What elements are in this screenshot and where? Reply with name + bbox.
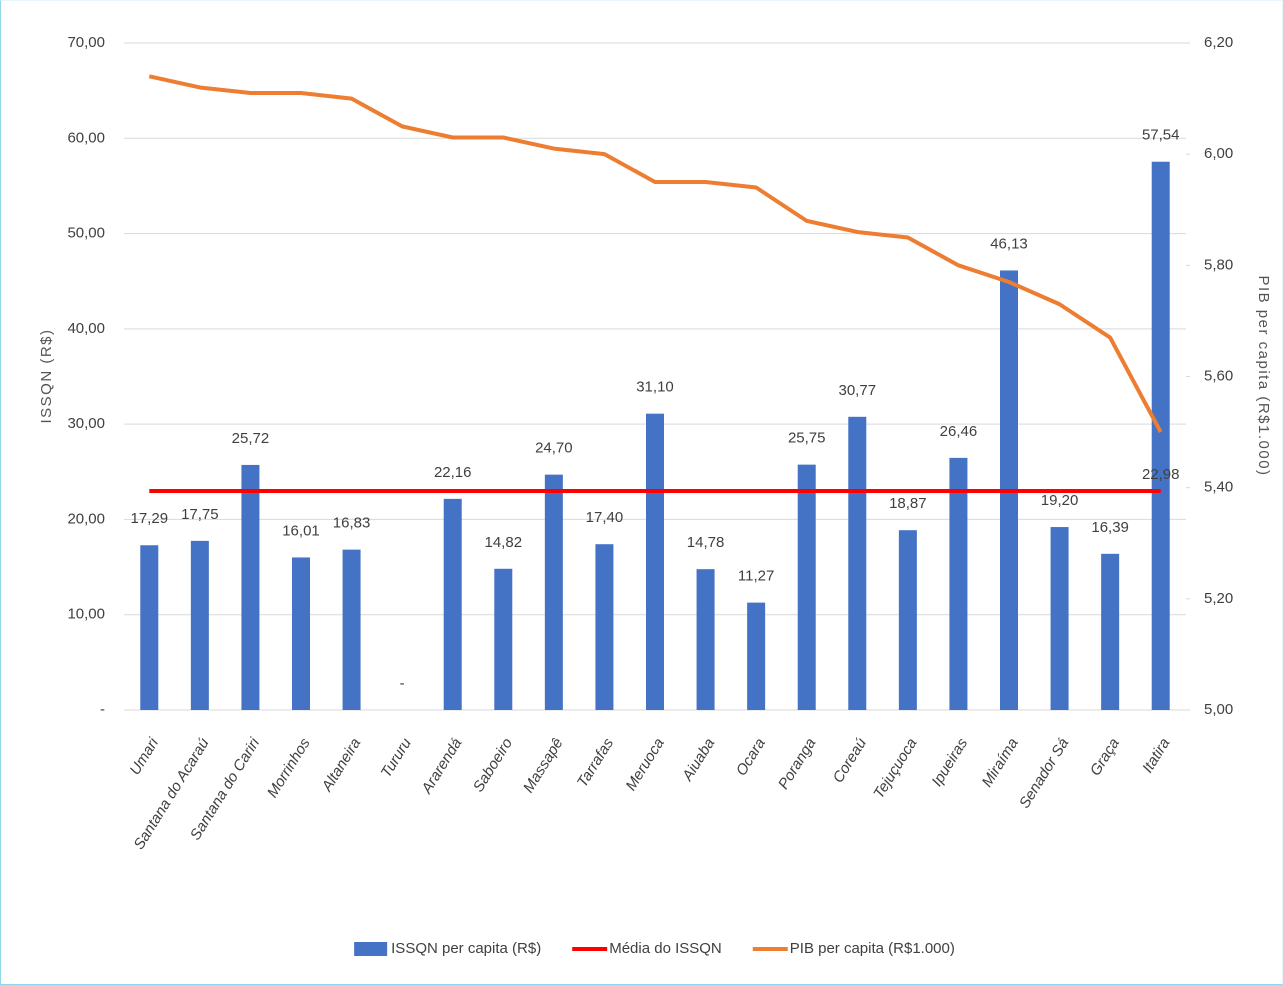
bar [949, 457, 968, 710]
y2-tick-label: 5,20 [1204, 590, 1233, 607]
x-tick-label: Aiuaba [679, 735, 719, 784]
y2-tick-label: 5,60 [1204, 367, 1233, 384]
y2-tick-label: 5,40 [1204, 479, 1233, 496]
bar [696, 569, 715, 710]
line [148, 74, 1163, 434]
y2-axis-title: PIB per capita (R$1.000) [1255, 275, 1272, 476]
data-label: 25,75 [788, 430, 826, 447]
bar [342, 549, 361, 710]
data-label: 16,39 [1091, 519, 1129, 536]
legend-swatch [354, 942, 388, 956]
x-tick-label: Poranga [775, 735, 819, 792]
y-tick-label: 30,00 [67, 415, 105, 432]
y-tick-label: 10,00 [67, 606, 105, 623]
y-axis-title: ISSQN (R$) [38, 328, 55, 423]
data-label: 14,82 [485, 534, 523, 551]
data-label: 11,27 [738, 568, 774, 585]
x-tick-label: Saboeiro [470, 735, 516, 795]
y-tick-label: 20,00 [67, 510, 105, 527]
data-label: - [400, 675, 405, 692]
y2-tick-label: 5,00 [1204, 701, 1233, 718]
y2-tick-label: 5,80 [1204, 256, 1233, 273]
x-tick-label: Tururu [378, 735, 416, 781]
data-label: 17,75 [181, 506, 219, 523]
x-tick-label: Ocara [733, 735, 769, 779]
legend-label: Média do ISSQN [609, 940, 722, 957]
y-tick-label: 70,00 [67, 34, 105, 51]
x-tick-label: Coreaú [830, 735, 871, 786]
bar [797, 464, 816, 710]
bar [898, 530, 917, 710]
bar [1050, 527, 1069, 710]
y-tick-label: 60,00 [67, 129, 105, 146]
y-tick-label: 50,00 [67, 225, 105, 242]
x-tick-label: Ararendá [418, 735, 466, 797]
y2-tick-label: 6,20 [1204, 34, 1233, 51]
data-label: 14,78 [687, 534, 725, 551]
bar [140, 545, 159, 710]
x-tick-label: Graça [1087, 735, 1123, 779]
data-label: 31,10 [636, 379, 674, 396]
data-label: 16,01 [282, 522, 320, 539]
data-label: 16,83 [333, 515, 371, 532]
x-tick-label: Massapê [520, 735, 567, 796]
x-tick-label: Umari [126, 735, 162, 778]
data-label: 26,46 [940, 423, 978, 440]
data-label: 24,70 [535, 440, 573, 457]
data-label: 19,20 [1041, 492, 1079, 509]
data-label: 18,87 [889, 495, 927, 512]
y-tick-label: 40,00 [67, 320, 105, 337]
x-tick-label: Meruoca [622, 735, 667, 794]
bar [544, 474, 563, 710]
x-tick-label: Senador Sá [1016, 735, 1072, 811]
x-tick-label: Miraíma [979, 735, 1022, 790]
bar [1151, 161, 1170, 710]
bar [848, 416, 867, 710]
data-label: 30,77 [839, 382, 877, 399]
bar [595, 544, 614, 710]
data-label: 17,40 [586, 509, 624, 526]
x-tick-label: Itatira [1139, 735, 1173, 776]
x-tick-label: Tejuçuoca [870, 735, 920, 802]
x-tick-label: Tarrafas [574, 735, 618, 791]
legend-label: PIB per capita (R$1.000) [790, 940, 955, 957]
bar [494, 568, 513, 710]
bar [646, 413, 664, 710]
bar [241, 464, 260, 710]
data-label: 22,16 [434, 464, 472, 481]
y2-tick-label: 6,00 [1204, 145, 1233, 162]
legend-label: ISSQN per capita (R$) [391, 940, 541, 957]
data-label: 25,72 [232, 430, 270, 447]
data-label: 57,54 [1142, 127, 1180, 144]
y-tick-label: - [100, 701, 105, 718]
x-tick-label: Morrinhos [264, 735, 314, 801]
data-label: 17,29 [131, 510, 169, 527]
data-label: 46,13 [990, 235, 1028, 252]
bar [190, 540, 209, 710]
data-label: 22,98 [1142, 466, 1180, 483]
bar [747, 602, 766, 710]
x-tick-label: Ipueiras [928, 735, 971, 790]
bar [443, 498, 462, 710]
bar [1101, 553, 1120, 710]
bar [292, 557, 310, 710]
x-tick-label: Altaneira [318, 735, 364, 795]
